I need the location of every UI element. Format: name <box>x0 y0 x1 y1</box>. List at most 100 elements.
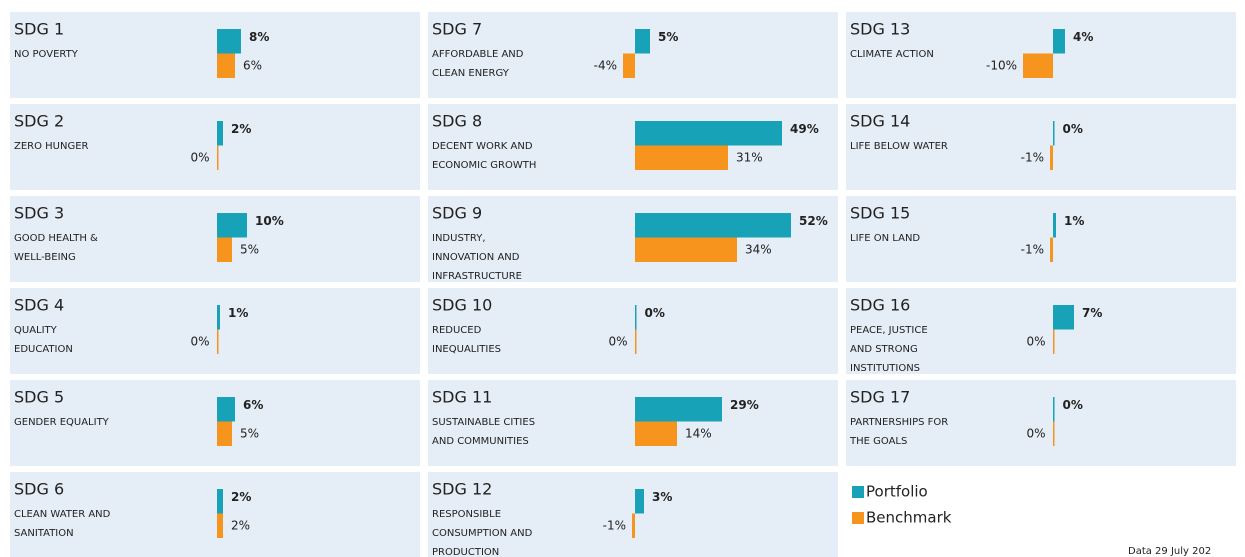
benchmark-bar <box>217 237 232 262</box>
value-label: 0% <box>1063 122 1083 136</box>
value-label: -10% <box>986 59 1017 73</box>
value-label: 4% <box>1073 30 1093 44</box>
sdg-name: CONSUMPTION AND <box>432 528 533 539</box>
sdg-name: CLEAN ENERGY <box>432 68 510 79</box>
sdg-cell <box>846 196 1236 282</box>
portfolio-bar <box>635 121 782 146</box>
sdg-title: SDG 9 <box>432 204 482 223</box>
value-label: 3% <box>652 490 672 504</box>
sdg-cell <box>428 196 838 282</box>
value-label: 6% <box>243 398 263 412</box>
benchmark-bar <box>217 53 235 78</box>
footer: Data 29 July 202 <box>1128 546 1211 557</box>
value-label: 2% <box>231 490 251 504</box>
value-label: 2% <box>231 122 251 136</box>
value-label: 34% <box>745 243 772 257</box>
sdg-name: ECONOMIC GROWTH <box>432 160 536 171</box>
sdg-cell <box>428 104 838 190</box>
sdg-cell <box>10 380 420 466</box>
value-label: 0% <box>1063 398 1083 412</box>
sdg-cell <box>10 472 420 557</box>
value-label: 6% <box>243 59 262 73</box>
sdg-cell <box>846 104 1236 190</box>
sdg-title: SDG 8 <box>432 112 482 131</box>
sdg-name: INEQUALITIES <box>432 344 501 355</box>
value-label: 14% <box>685 427 712 441</box>
sdg-title: SDG 6 <box>14 480 64 499</box>
sdg-name: GOOD HEALTH & <box>14 233 98 244</box>
sdg-title: SDG 11 <box>432 388 492 407</box>
sdg-cell <box>846 380 1236 466</box>
value-label: 0% <box>1026 427 1045 441</box>
sdg-name: SANITATION <box>14 528 74 539</box>
sdg-name: ZERO HUNGER <box>14 141 89 152</box>
portfolio-bar <box>1053 213 1056 238</box>
value-label: 2% <box>231 519 250 533</box>
value-label: -1% <box>1021 151 1044 165</box>
legend-swatch <box>852 486 864 498</box>
sdg-title: SDG 17 <box>850 388 910 407</box>
sdg-title: SDG 12 <box>432 480 492 499</box>
sdg-name: INFRASTRUCTURE <box>432 271 522 282</box>
value-label: 0% <box>608 335 627 349</box>
value-label: 0% <box>1026 335 1045 349</box>
benchmark-bar <box>635 145 728 170</box>
value-label: 0% <box>645 306 665 320</box>
value-label: -1% <box>603 519 626 533</box>
value-label: 29% <box>730 398 759 412</box>
sdg-name: THE GOALS <box>849 436 907 447</box>
sdg-title: SDG 7 <box>432 20 482 39</box>
sdg-title: SDG 1 <box>14 20 64 39</box>
sdg-title: SDG 10 <box>432 296 492 315</box>
benchmark-bar <box>217 145 219 170</box>
legend-label: Portfolio <box>866 483 928 501</box>
sdg-name: AFFORDABLE AND <box>432 49 524 60</box>
sdg-cell <box>10 288 420 374</box>
portfolio-bar <box>1053 121 1055 146</box>
sdg-name: GENDER EQUALITY <box>14 417 110 428</box>
portfolio-bar <box>635 213 791 238</box>
value-label: 52% <box>799 214 828 228</box>
sdg-name: INDUSTRY, <box>432 233 486 244</box>
sdg-cell <box>846 288 1236 374</box>
value-label: -1% <box>1021 243 1044 257</box>
value-label: 0% <box>190 151 209 165</box>
portfolio-bar <box>217 213 247 238</box>
benchmark-bar <box>217 421 232 446</box>
benchmark-bar <box>217 329 219 354</box>
benchmark-bar <box>1050 237 1053 262</box>
value-label: -4% <box>594 59 617 73</box>
sdg-name: NO POVERTY <box>14 49 79 60</box>
sdg-title: SDG 5 <box>14 388 64 407</box>
value-label: 31% <box>736 151 763 165</box>
sdg-name: AND COMMUNITIES <box>432 436 529 447</box>
portfolio-bar <box>217 397 235 422</box>
value-label: 7% <box>1082 306 1102 320</box>
sdg-name: PRODUCTION <box>432 547 499 557</box>
portfolio-bar <box>217 29 241 54</box>
sdg-name: EDUCATION <box>14 344 73 355</box>
value-label: 10% <box>255 214 284 228</box>
sdg-name: REDUCED <box>432 325 482 336</box>
sdg-name: WELL-BEING <box>14 252 76 263</box>
portfolio-bar <box>217 121 223 146</box>
sdg-name: AND STRONG <box>850 344 918 355</box>
sdg-name: LIFE ON LAND <box>850 233 920 244</box>
benchmark-bar <box>635 329 637 354</box>
value-label: 1% <box>228 306 248 320</box>
value-label: 1% <box>1064 214 1084 228</box>
benchmark-bar <box>632 513 635 538</box>
portfolio-bar <box>1053 305 1074 330</box>
sdg-cell <box>428 380 838 466</box>
sdg-name: DECENT WORK AND <box>432 141 533 152</box>
portfolio-bar <box>635 397 722 422</box>
sdg-name: QUALITY <box>14 325 58 336</box>
value-label: 5% <box>240 427 259 441</box>
sdg-name: CLEAN WATER AND <box>14 509 111 520</box>
value-label: 5% <box>240 243 259 257</box>
sdg-cell <box>10 104 420 190</box>
portfolio-bar <box>635 305 637 330</box>
sdg-name: PARTNERSHIPS FOR <box>850 417 948 428</box>
benchmark-bar <box>623 53 635 78</box>
